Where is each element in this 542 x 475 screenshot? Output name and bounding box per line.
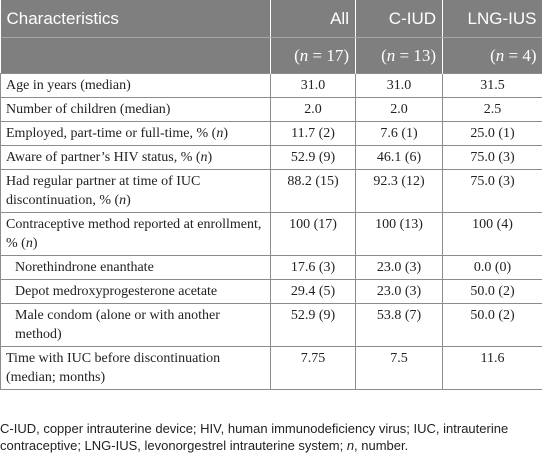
- table-footnote: C-IUD, copper intrauterine device; HIV, …: [0, 421, 509, 453]
- cell-all: 17.6 (3): [270, 255, 356, 280]
- header-n-lngius: (n = 4): [442, 37, 542, 74]
- row-label: Contraceptive method reported at enrollm…: [0, 212, 271, 256]
- cell-lngius: 11.6: [442, 346, 542, 390]
- row-label: Aware of partner’s HIV status, % (n): [0, 145, 271, 170]
- row-label: Had regular partner at time of IUC disco…: [0, 169, 271, 213]
- cell-all: 88.2 (15): [270, 169, 356, 213]
- header-ciud: C-IUD: [355, 0, 443, 38]
- cell-all: 52.9 (9): [270, 145, 356, 170]
- table-row: Contraceptive method reported at enrollm…: [0, 212, 542, 256]
- table-row: Employed, part-time or full-time, % (n) …: [0, 121, 542, 146]
- cell-lngius: 75.0 (3): [442, 145, 542, 170]
- cell-ciud: 23.0 (3): [355, 279, 443, 304]
- cell-lngius: 50.0 (2): [442, 279, 542, 304]
- cell-ciud: 46.1 (6): [355, 145, 443, 170]
- cell-all: 7.75: [270, 346, 356, 390]
- row-label: Male condom (alone or with another metho…: [0, 303, 271, 347]
- cell-all: 52.9 (9): [270, 303, 356, 347]
- cell-all: 2.0: [270, 97, 356, 122]
- header-n-blank: [0, 37, 271, 74]
- cell-all: 31.0: [270, 73, 356, 98]
- cell-ciud: 7.5: [355, 346, 443, 390]
- header-n-ciud: (n = 13): [355, 37, 443, 74]
- cell-lngius: 100 (4): [442, 212, 542, 256]
- cell-lngius: 0.0 (0): [442, 255, 542, 280]
- row-label: Time with IUC before discontinuation (me…: [0, 346, 271, 390]
- row-label: Number of children (median): [0, 97, 271, 122]
- header-characteristics: Characteristics: [0, 0, 271, 38]
- cell-lngius: 31.5: [442, 73, 542, 98]
- table-row: Number of children (median) 2.0 2.0 2.5: [0, 97, 542, 122]
- cell-ciud: 2.0: [355, 97, 443, 122]
- table-row: Male condom (alone or with another metho…: [0, 303, 542, 347]
- cell-all: 100 (17): [270, 212, 356, 256]
- cell-all: 29.4 (5): [270, 279, 356, 304]
- header-all: All: [270, 0, 356, 38]
- row-label: Age in years (median): [0, 73, 271, 98]
- table-row: Age in years (median) 31.0 31.0 31.5: [0, 73, 542, 98]
- cell-lngius: 25.0 (1): [442, 121, 542, 146]
- header-row: Characteristics All C-IUD LNG-IUS: [0, 0, 542, 38]
- header-lngius: LNG-IUS: [442, 0, 542, 38]
- cell-ciud: 92.3 (12): [355, 169, 443, 213]
- cell-ciud: 23.0 (3): [355, 255, 443, 280]
- cell-lngius: 2.5: [442, 97, 542, 122]
- cell-ciud: 7.6 (1): [355, 121, 443, 146]
- cell-ciud: 100 (13): [355, 212, 443, 256]
- cell-ciud: 31.0: [355, 73, 443, 98]
- cell-lngius: 75.0 (3): [442, 169, 542, 213]
- table-row: Norethindrone enanthate 17.6 (3) 23.0 (3…: [0, 255, 542, 280]
- header-n-row: (n = 17) (n = 13) (n = 4): [0, 37, 542, 74]
- table-row: Depot medroxyprogesterone acetate 29.4 (…: [0, 279, 542, 304]
- table-row: Aware of partner’s HIV status, % (n) 52.…: [0, 145, 542, 170]
- cell-lngius: 50.0 (2): [442, 303, 542, 347]
- header-n-all: (n = 17): [270, 37, 356, 74]
- table-container: Characteristics All C-IUD LNG-IUS (n = 1…: [0, 0, 542, 390]
- table-row: Time with IUC before discontinuation (me…: [0, 346, 542, 390]
- characteristics-table: Characteristics All C-IUD LNG-IUS (n = 1…: [0, 0, 542, 390]
- row-label: Norethindrone enanthate: [0, 255, 271, 280]
- row-label: Employed, part-time or full-time, % (n): [0, 121, 271, 146]
- cell-ciud: 53.8 (7): [355, 303, 443, 347]
- cell-all: 11.7 (2): [270, 121, 356, 146]
- row-label: Depot medroxyprogesterone acetate: [0, 279, 271, 304]
- table-row: Had regular partner at time of IUC disco…: [0, 169, 542, 213]
